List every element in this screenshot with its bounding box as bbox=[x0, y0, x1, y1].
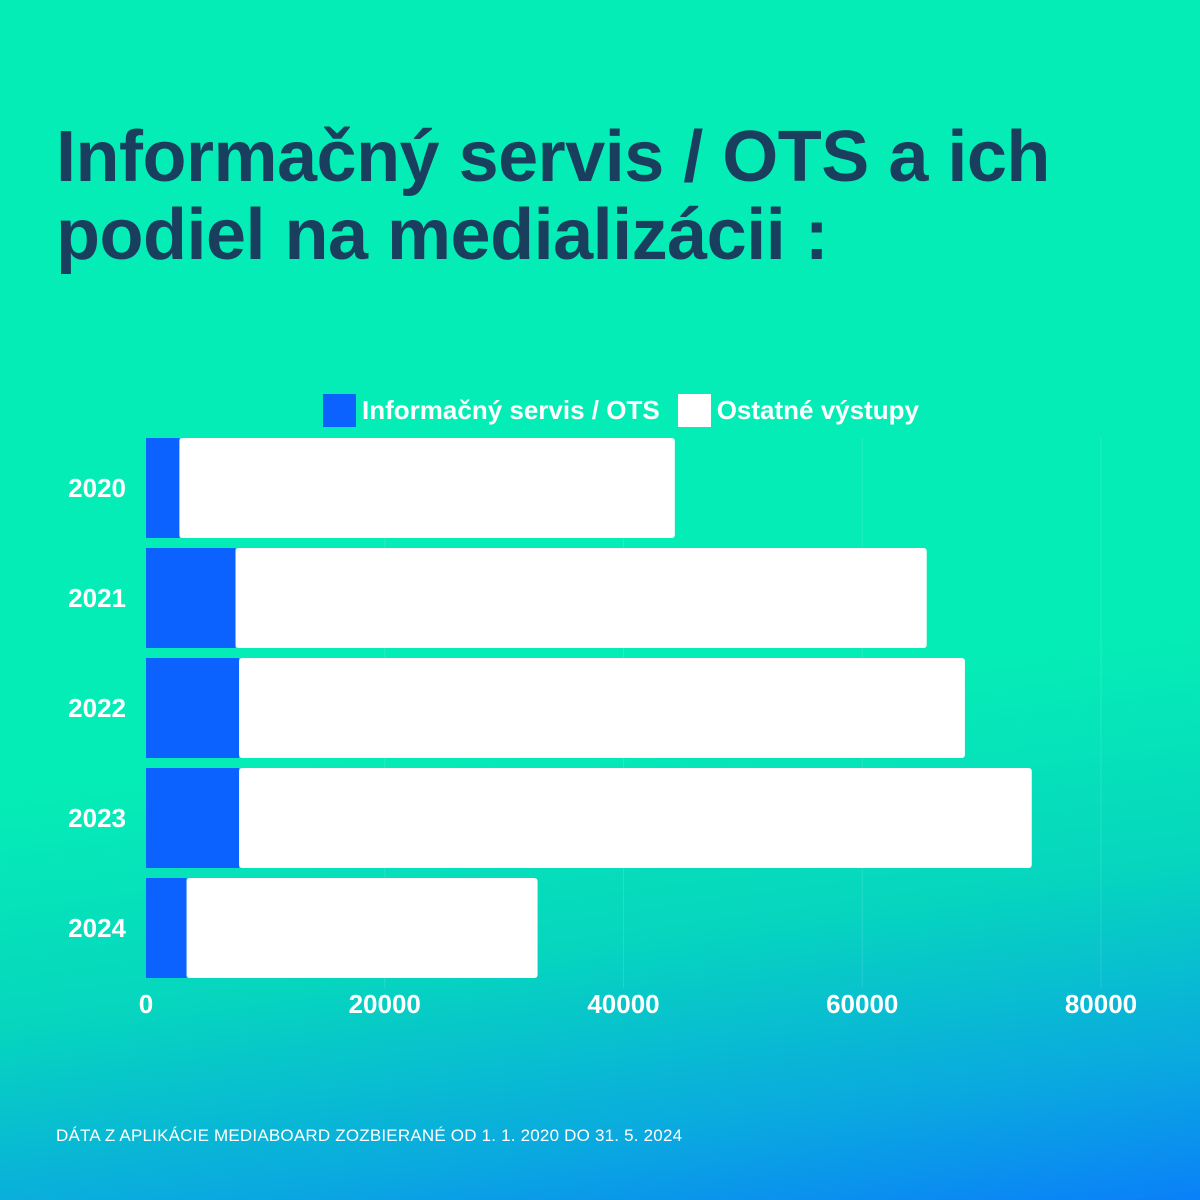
legend-swatch-ots bbox=[323, 394, 357, 427]
legend-label-ots: Informačný servis / OTS bbox=[362, 395, 660, 425]
chart-title: Informačný servis / OTS a ich podiel na … bbox=[56, 117, 1050, 275]
x-tick-label: 0 bbox=[139, 989, 153, 1019]
x-tick-label: 40000 bbox=[587, 989, 659, 1019]
bar-ots-2023 bbox=[146, 768, 240, 868]
bar-other-2024 bbox=[186, 878, 538, 978]
y-tick-label: 2024 bbox=[68, 913, 126, 943]
y-tick-label: 2023 bbox=[68, 803, 126, 833]
x-tick-label: 60000 bbox=[826, 989, 898, 1019]
legend-label-other: Ostatné výstupy bbox=[716, 395, 919, 425]
bar-other-2022 bbox=[239, 658, 965, 758]
x-tick-label: 20000 bbox=[349, 989, 421, 1019]
bar-ots-2021 bbox=[146, 548, 236, 648]
y-tick-label: 2021 bbox=[68, 583, 126, 613]
bar-ots-2024 bbox=[146, 878, 187, 978]
bar-ots-2020 bbox=[146, 438, 180, 538]
legend-swatch-other bbox=[677, 394, 711, 427]
bar-other-2021 bbox=[235, 548, 927, 648]
y-tick-label: 2022 bbox=[68, 693, 126, 723]
bar-ots-2022 bbox=[146, 658, 240, 758]
bar-other-2023 bbox=[239, 768, 1032, 868]
legend: Informačný servis / OTS Ostatné výstupy bbox=[0, 394, 1200, 427]
y-tick-label: 2020 bbox=[68, 473, 126, 503]
footer-source-note: DÁTA Z APLIKÁCIE MEDIABOARD ZOZBIERANÉ O… bbox=[56, 1126, 683, 1145]
legend-item-ots: Informačný servis / OTS bbox=[323, 394, 660, 427]
legend-item-other: Ostatné výstupy bbox=[677, 394, 919, 427]
x-tick-label: 80000 bbox=[1065, 989, 1137, 1019]
bar-other-2020 bbox=[179, 438, 675, 538]
